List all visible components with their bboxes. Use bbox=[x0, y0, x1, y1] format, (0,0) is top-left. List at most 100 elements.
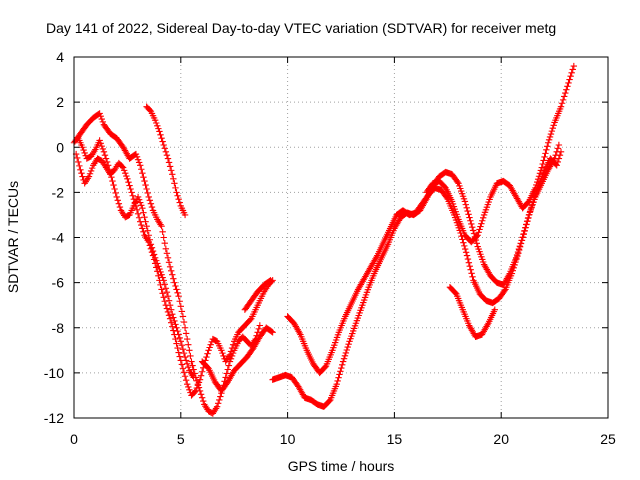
data-point bbox=[142, 181, 149, 189]
data-point bbox=[146, 197, 154, 204]
data-point bbox=[565, 79, 572, 87]
data-point bbox=[181, 373, 189, 380]
data-point bbox=[169, 171, 176, 178]
data-point bbox=[166, 263, 174, 271]
data-point bbox=[228, 344, 236, 352]
data-point bbox=[158, 135, 165, 142]
data-point bbox=[132, 150, 140, 158]
data-point bbox=[463, 252, 471, 259]
data-point bbox=[514, 252, 521, 260]
data-point bbox=[544, 143, 551, 150]
data-point bbox=[158, 286, 165, 293]
data-point bbox=[184, 360, 191, 368]
data-point bbox=[97, 140, 104, 147]
data-point bbox=[163, 305, 171, 312]
data-point bbox=[333, 380, 340, 388]
data-point bbox=[165, 159, 173, 166]
data-point bbox=[345, 340, 352, 348]
data-point bbox=[561, 93, 568, 100]
data-point bbox=[524, 217, 531, 225]
data-point bbox=[151, 254, 159, 262]
data-point bbox=[164, 292, 172, 300]
data-point bbox=[171, 317, 178, 325]
data-point bbox=[526, 208, 534, 215]
data-point bbox=[189, 362, 196, 369]
data-point bbox=[541, 153, 548, 161]
data-point bbox=[479, 217, 486, 224]
data-point bbox=[163, 289, 171, 296]
data-point bbox=[172, 321, 179, 328]
data-point bbox=[508, 270, 516, 277]
data-point bbox=[452, 289, 459, 297]
data-point bbox=[570, 62, 578, 70]
data-point bbox=[180, 369, 188, 376]
data-point bbox=[124, 175, 131, 183]
data-point bbox=[163, 250, 171, 257]
data-point bbox=[254, 329, 261, 336]
data-point bbox=[170, 327, 177, 334]
data-point bbox=[180, 349, 188, 357]
data-point bbox=[342, 349, 350, 357]
data-point bbox=[465, 211, 472, 218]
data-point bbox=[538, 164, 545, 171]
x-tick-label: 20 bbox=[493, 431, 509, 447]
data-point bbox=[339, 361, 346, 369]
data-point bbox=[547, 130, 555, 138]
data-point bbox=[146, 236, 154, 243]
data-point bbox=[167, 167, 175, 174]
data-point bbox=[167, 319, 175, 326]
data-point bbox=[196, 376, 204, 383]
data-point bbox=[467, 217, 474, 224]
data-point bbox=[174, 344, 181, 352]
data-point bbox=[267, 277, 274, 284]
data-point bbox=[157, 131, 164, 139]
data-point bbox=[135, 214, 143, 221]
data-point bbox=[464, 207, 471, 215]
data-point bbox=[334, 377, 341, 385]
data-point bbox=[335, 374, 342, 381]
data-point bbox=[158, 223, 165, 230]
data-point bbox=[175, 349, 182, 356]
data-point bbox=[337, 368, 344, 375]
data-point bbox=[206, 344, 213, 351]
data-point bbox=[164, 308, 172, 316]
data-point bbox=[150, 251, 158, 258]
data-point bbox=[469, 273, 476, 281]
data-point bbox=[126, 182, 133, 189]
data-point bbox=[340, 355, 348, 362]
data-point bbox=[161, 145, 168, 152]
data-point bbox=[568, 69, 575, 76]
data-point bbox=[112, 189, 119, 197]
data-point bbox=[509, 267, 516, 274]
data-point bbox=[138, 202, 145, 209]
data-point bbox=[173, 340, 180, 347]
data-point bbox=[466, 214, 473, 221]
data-point bbox=[464, 255, 472, 263]
data-point bbox=[76, 162, 83, 170]
data-point bbox=[184, 335, 191, 343]
data-point bbox=[139, 204, 146, 212]
data-point bbox=[142, 218, 149, 225]
data-point bbox=[477, 223, 484, 230]
data-point bbox=[205, 347, 212, 354]
data-point bbox=[341, 352, 349, 359]
data-point bbox=[454, 178, 461, 186]
data-point bbox=[96, 110, 103, 117]
data-point bbox=[517, 240, 525, 247]
data-point bbox=[169, 271, 176, 278]
data-point bbox=[85, 173, 93, 180]
data-point bbox=[516, 243, 524, 251]
data-point bbox=[523, 221, 530, 228]
data-point bbox=[474, 232, 481, 239]
data-point bbox=[116, 203, 124, 211]
data-point bbox=[180, 318, 188, 326]
data-point bbox=[144, 189, 151, 197]
y-tick-label: -8 bbox=[52, 320, 65, 336]
data-point bbox=[553, 162, 560, 169]
data-point bbox=[462, 201, 470, 208]
data-point bbox=[160, 141, 167, 149]
data-point bbox=[176, 199, 183, 206]
x-tick-label: 5 bbox=[177, 431, 185, 447]
data-point bbox=[543, 146, 550, 154]
data-point bbox=[162, 148, 170, 155]
